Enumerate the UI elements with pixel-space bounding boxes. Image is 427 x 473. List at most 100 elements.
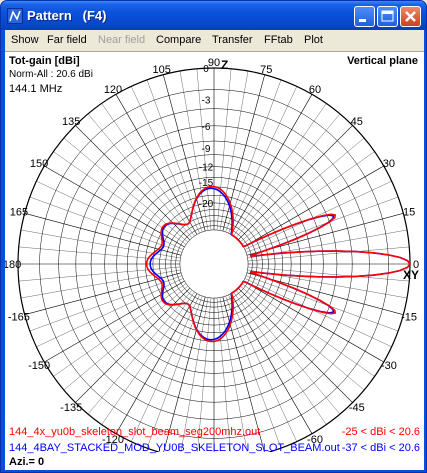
- grid-radial: [180, 297, 209, 452]
- grid-radial: [24, 272, 182, 315]
- pattern-canvas[interactable]: Tot-gain [dBi] Norm-All : 20.6 dBi 144.1…: [5, 51, 424, 470]
- grid-radial: [241, 283, 375, 377]
- grid-radial: [225, 296, 282, 449]
- series-2-name: 144_4BAY_STACKED_MOD_YU0B_SKELETON_SLOT_…: [9, 442, 340, 454]
- grid-radial: [222, 74, 265, 232]
- angle-label: 180: [5, 259, 21, 271]
- axis-xy-label: XY: [403, 268, 420, 282]
- radial-tick-label: -12: [199, 163, 214, 174]
- grid-radial: [235, 113, 341, 238]
- grid-radial: [87, 290, 193, 415]
- grid-radial: [247, 246, 410, 262]
- angle-label: 90: [208, 57, 220, 69]
- grid-radial: [244, 278, 392, 347]
- grid-radial: [233, 103, 327, 237]
- angle-label: -165: [8, 311, 30, 323]
- grid-radial: [219, 297, 248, 452]
- menu-plot[interactable]: Plot: [304, 34, 323, 46]
- grid-radial: [131, 86, 200, 234]
- polar-grid: [17, 67, 411, 452]
- azimuth-label: Azi.= 0: [9, 456, 45, 468]
- trace-series-1: [145, 185, 411, 343]
- gain-title: Tot-gain [dBi]: [9, 55, 80, 67]
- grid-radial: [101, 291, 195, 425]
- close-icon: [405, 11, 416, 22]
- maximize-button[interactable]: [377, 6, 398, 27]
- angle-label: -45: [349, 402, 365, 414]
- grid-radial: [29, 275, 182, 332]
- grid-radial: [18, 266, 181, 282]
- angle-labels: 9075604530150-15-30-45-60-75-90-105-120-…: [5, 57, 419, 446]
- grid-radial: [115, 293, 198, 434]
- angle-label: -120: [102, 434, 124, 446]
- grid-radial: [197, 297, 212, 452]
- plane-label: Vertical plane: [347, 55, 418, 67]
- grid-radial: [216, 297, 231, 452]
- grid-radial: [228, 294, 297, 442]
- angle-label: 0: [413, 259, 419, 271]
- close-button[interactable]: [400, 6, 421, 27]
- grid-radial: [237, 125, 353, 241]
- minimize-button[interactable]: [354, 6, 375, 27]
- radial-labels: 0 -3 -6 -9 -12 -15 -20: [199, 64, 214, 210]
- maximize-icon: [381, 10, 394, 22]
- radial-tick-label: -15: [199, 178, 214, 189]
- grid-radial: [235, 290, 341, 415]
- polar-plot: 9075604530150-15-30-45-60-75-90-105-120-…: [5, 57, 419, 452]
- menu-compare[interactable]: Compare: [156, 34, 202, 46]
- menu-fftab[interactable]: FFtab: [264, 34, 293, 46]
- grid-radial: [216, 68, 232, 231]
- title-bar[interactable]: Pattern (F4): [1, 1, 426, 30]
- grid-radial: [36, 181, 184, 250]
- grid-radial: [244, 181, 392, 250]
- grid-radial: [243, 280, 384, 363]
- angle-label: 105: [153, 64, 171, 76]
- grid-radial: [225, 79, 282, 232]
- angle-label: 165: [10, 207, 28, 219]
- grid-radial: [233, 291, 327, 425]
- angle-label: 150: [30, 158, 48, 170]
- grid-radial: [243, 165, 384, 248]
- grid-radial: [63, 285, 188, 391]
- grid-radial: [179, 70, 209, 231]
- angle-label: -60: [307, 434, 323, 446]
- frequency-label: 144.1 MHz: [9, 83, 63, 95]
- angle-label: 75: [260, 64, 272, 76]
- grid-radial: [29, 196, 182, 253]
- grid-radial: [53, 283, 187, 377]
- angle-label: 30: [383, 158, 395, 170]
- grid-radial: [246, 275, 399, 332]
- menu-transfer[interactable]: Transfer: [212, 34, 253, 46]
- grid-radial: [24, 213, 182, 256]
- series-2-range: -37 < dBi < 20.6: [341, 442, 420, 454]
- angle-label: 120: [104, 84, 122, 96]
- pattern-traces: [145, 185, 411, 343]
- grid-radial: [230, 94, 313, 235]
- grid-radial: [36, 278, 184, 347]
- grid-radial: [247, 266, 410, 282]
- angle-label: -135: [60, 402, 82, 414]
- radial-tick-label: -6: [202, 122, 211, 133]
- grid-radial: [115, 94, 198, 235]
- angle-label: -30: [381, 360, 397, 372]
- menu-far-field[interactable]: Far field: [47, 34, 87, 46]
- angle-label: -15: [401, 311, 417, 323]
- axis-z-label: Z: [221, 58, 229, 72]
- grid-radial: [75, 287, 191, 403]
- grid-radial: [228, 86, 297, 234]
- norm-label: Norm-All : 20.6 dBi: [9, 69, 93, 80]
- grid-radial: [18, 246, 181, 262]
- minimize-icon: [359, 19, 366, 22]
- grid-radial: [240, 137, 365, 243]
- radial-tick-label: -3: [202, 95, 211, 106]
- grid-radial: [246, 196, 399, 253]
- grid-radial: [101, 103, 195, 237]
- grid-radial: [63, 137, 188, 243]
- angle-label: 45: [351, 116, 363, 128]
- grid-radial: [87, 113, 193, 238]
- angle-label: 60: [309, 84, 321, 96]
- menu-show[interactable]: Show: [11, 34, 39, 46]
- grid-radial: [53, 151, 187, 245]
- menu-bar: Show Far field Near field Compare Transf…: [5, 30, 424, 51]
